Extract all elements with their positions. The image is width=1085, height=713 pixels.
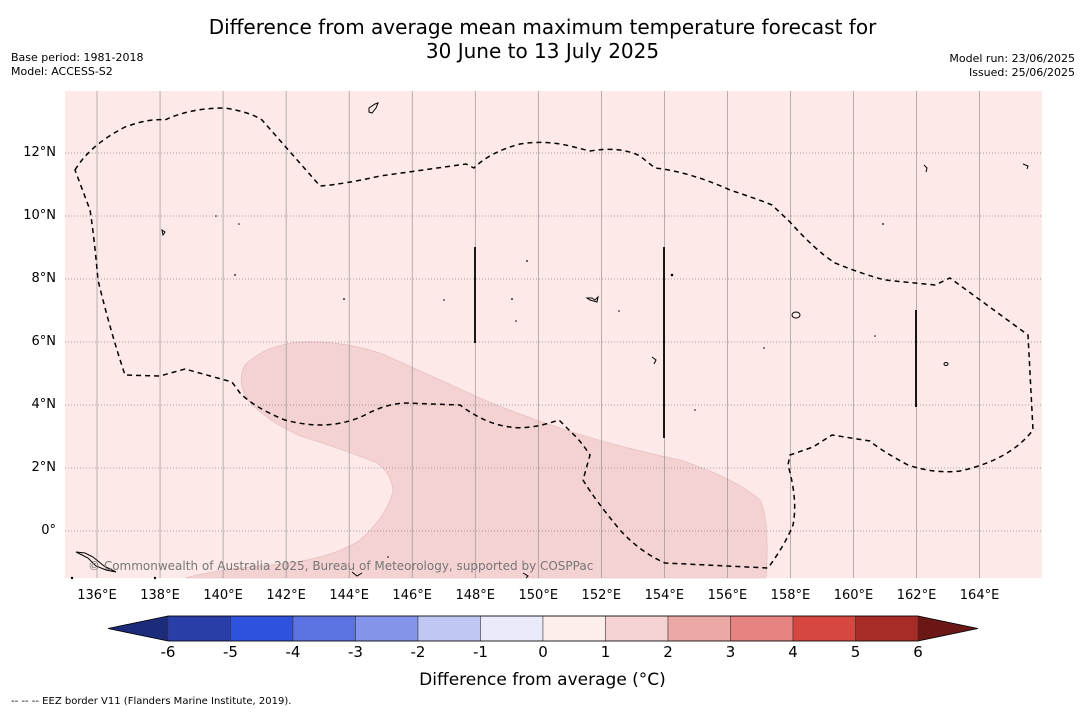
island — [443, 299, 445, 301]
longitude-label: 162°E — [896, 588, 937, 603]
issued-date: Issued: 25/06/2025 — [968, 66, 1075, 79]
latitude-label: 2°N — [31, 460, 57, 475]
colorbar-label: Difference from average (°C) — [419, 670, 666, 690]
latitude-label: 6°N — [31, 334, 57, 349]
island — [874, 335, 876, 337]
longitude-label: 146°E — [392, 588, 432, 603]
island — [238, 223, 240, 225]
longitude-label: 164°E — [959, 588, 1000, 603]
longitude-label: 156°E — [707, 588, 748, 603]
colorbar-tick-label: 2 — [663, 643, 673, 661]
model-run: Model run: 23/06/2025 — [949, 52, 1075, 65]
title-line-2: 30 June to 13 July 2025 — [425, 39, 660, 63]
colorbar-tick-label: 1 — [600, 643, 611, 661]
longitude-label: 142°E — [266, 588, 306, 603]
island — [670, 273, 674, 277]
latitude-label: 12°N — [23, 145, 56, 160]
island — [70, 576, 74, 580]
colorbar-segment — [667, 615, 731, 642]
title-line-1: Difference from average mean maximum tem… — [208, 15, 877, 39]
island — [694, 409, 696, 411]
colorbar-tick-label: -2 — [410, 643, 426, 661]
island — [215, 215, 217, 217]
island — [651, 356, 657, 365]
copyright-notice: © Commonwealth of Australia 2025, Bureau… — [88, 559, 594, 573]
longitude-label: 154°E — [644, 588, 685, 603]
island — [515, 320, 517, 322]
colorbar-segment — [855, 615, 919, 642]
colorbar-tick-label: 3 — [725, 643, 736, 661]
island — [923, 164, 928, 173]
island — [234, 274, 236, 276]
latitude-label: 10°N — [23, 208, 56, 223]
colorbar-tick-label: -3 — [348, 643, 363, 661]
longitude-label: 140°E — [203, 588, 243, 603]
island — [526, 260, 528, 262]
colorbar-tick-label: -5 — [223, 643, 238, 661]
eez-border — [74, 107, 1034, 569]
island — [351, 571, 363, 577]
colorbar-segment — [730, 615, 794, 642]
island — [763, 347, 765, 349]
colorbar-segment — [542, 615, 606, 642]
longitude-label: 144°E — [329, 588, 369, 603]
colorbar-segment — [167, 615, 231, 642]
latitude-label: 0° — [41, 523, 56, 538]
base-period: Base period: 1981-2018 — [11, 51, 144, 64]
longitude-label: 148°E — [455, 588, 495, 603]
colorbar-segment — [292, 615, 356, 642]
colorbar-segment — [605, 615, 669, 642]
latitude-label: 8°N — [31, 271, 57, 286]
longitude-label: 150°E — [518, 588, 559, 603]
colorbar-tick-label: 5 — [850, 643, 861, 661]
colorbar-segment — [230, 615, 294, 642]
colorbar-tick-label: 0 — [538, 643, 548, 661]
colorbar-tick-label: -4 — [285, 643, 301, 661]
anomaly-1-2-region — [184, 341, 768, 579]
island — [511, 298, 513, 300]
island — [585, 295, 599, 303]
eez-legend: -- -- -- EEZ border V11 (Flanders Marine… — [11, 696, 292, 707]
island — [943, 362, 949, 366]
islands — [75, 102, 1029, 579]
colorbar-segment — [355, 615, 419, 642]
longitude-label: 160°E — [833, 588, 874, 603]
island — [618, 310, 620, 312]
island — [343, 298, 345, 300]
colorbar-segment — [480, 615, 544, 642]
island — [75, 551, 117, 573]
colorbar-outline — [107, 615, 979, 642]
island — [153, 576, 157, 580]
island — [1022, 163, 1029, 170]
island — [387, 556, 389, 558]
island — [368, 102, 379, 114]
island — [522, 572, 529, 579]
longitude-label: 138°E — [140, 588, 180, 603]
island — [161, 228, 166, 237]
colorbar-tick-label: -6 — [160, 643, 176, 661]
island — [791, 311, 801, 319]
colorbar-extend-high — [918, 616, 978, 641]
island — [882, 223, 884, 225]
island-dots — [70, 215, 884, 580]
latitude-label: 4°N — [31, 397, 57, 412]
model-name: Model: ACCESS-S2 — [11, 65, 113, 78]
colorbar-tick-label: -1 — [473, 643, 488, 661]
longitude-label: 136°E — [77, 588, 117, 603]
colorbar — [107, 615, 979, 642]
colorbar-tick-label: 4 — [788, 643, 798, 661]
colorbar-extend-low — [108, 616, 168, 641]
colorbar-tick-label: 6 — [913, 643, 923, 661]
longitude-label: 158°E — [770, 588, 811, 603]
colorbar-segment — [417, 615, 481, 642]
longitude-label: 152°E — [581, 588, 622, 603]
colorbar-segment — [792, 615, 856, 642]
